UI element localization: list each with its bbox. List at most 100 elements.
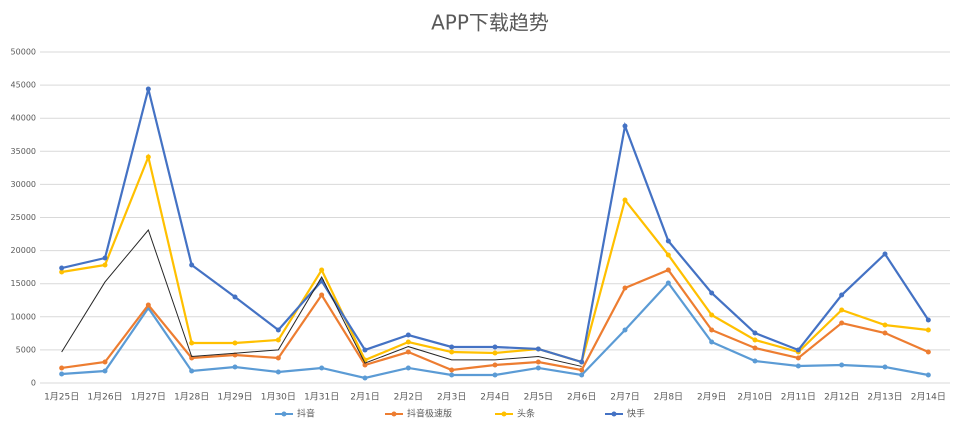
data-point bbox=[535, 359, 541, 365]
data-point bbox=[839, 320, 845, 326]
x-tick-label: 2月8日 bbox=[654, 392, 683, 403]
x-tick-label: 2月5日 bbox=[524, 392, 553, 403]
data-point bbox=[622, 327, 628, 333]
data-point bbox=[449, 349, 455, 355]
data-point bbox=[795, 355, 801, 361]
legend-marker bbox=[281, 411, 287, 417]
legend-marker bbox=[391, 411, 397, 417]
data-point bbox=[232, 340, 238, 346]
data-point bbox=[319, 267, 325, 273]
y-tick-label: 25000 bbox=[11, 213, 36, 222]
data-point bbox=[925, 317, 931, 323]
data-point bbox=[319, 365, 325, 371]
data-point bbox=[449, 367, 455, 373]
data-point bbox=[925, 372, 931, 378]
data-point bbox=[405, 365, 411, 371]
y-tick-label: 20000 bbox=[11, 246, 36, 255]
data-point bbox=[59, 371, 65, 377]
data-point bbox=[362, 375, 368, 381]
data-point bbox=[275, 337, 281, 343]
legend-marker bbox=[611, 411, 617, 417]
data-point bbox=[535, 365, 541, 371]
data-point bbox=[882, 330, 888, 336]
x-tick-label: 1月30日 bbox=[261, 392, 296, 403]
chart-title: APP下载趋势 bbox=[431, 11, 549, 35]
legend-marker bbox=[501, 411, 507, 417]
y-tick-label: 5000 bbox=[16, 345, 36, 354]
x-tick-label: 1月28日 bbox=[174, 392, 209, 403]
data-point bbox=[709, 327, 715, 333]
x-tick-label: 2月3日 bbox=[437, 392, 466, 403]
data-point bbox=[59, 265, 65, 271]
data-point bbox=[102, 359, 108, 365]
data-point bbox=[145, 154, 151, 160]
data-point bbox=[232, 294, 238, 300]
data-point bbox=[925, 327, 931, 333]
y-tick-label: 10000 bbox=[11, 312, 36, 321]
data-point bbox=[752, 337, 758, 343]
x-tick-label: 1月26日 bbox=[87, 392, 122, 403]
data-point bbox=[492, 372, 498, 378]
legend-label: 抖音 bbox=[297, 408, 315, 420]
data-point bbox=[59, 365, 65, 371]
data-point bbox=[275, 355, 281, 361]
data-point bbox=[882, 364, 888, 370]
x-tick-label: 2月13日 bbox=[867, 392, 902, 403]
series-line bbox=[61, 229, 582, 367]
legend-label: 抖音极速版 bbox=[407, 408, 452, 420]
x-tick-label: 2月9日 bbox=[697, 392, 726, 403]
data-point bbox=[319, 292, 325, 298]
data-point bbox=[622, 197, 628, 203]
x-tick-label: 2月1日 bbox=[350, 392, 379, 403]
data-point bbox=[145, 302, 151, 308]
data-point bbox=[882, 322, 888, 328]
data-point bbox=[189, 368, 195, 374]
x-tick-label: 1月29日 bbox=[217, 392, 252, 403]
data-point bbox=[665, 238, 671, 244]
data-point bbox=[882, 251, 888, 257]
data-point bbox=[709, 290, 715, 296]
y-tick-label: 50000 bbox=[11, 48, 36, 57]
data-point bbox=[59, 269, 65, 275]
data-point bbox=[752, 345, 758, 351]
x-tick-label: 2月6日 bbox=[567, 392, 596, 403]
data-point bbox=[535, 346, 541, 352]
data-point bbox=[579, 372, 585, 378]
data-point bbox=[665, 267, 671, 273]
data-point bbox=[492, 344, 498, 350]
data-point bbox=[665, 252, 671, 258]
x-tick-label: 2月14日 bbox=[911, 392, 946, 403]
x-tick-label: 2月10日 bbox=[737, 392, 772, 403]
y-tick-label: 35000 bbox=[11, 147, 36, 156]
data-point bbox=[102, 255, 108, 261]
data-point bbox=[752, 358, 758, 364]
data-point bbox=[795, 363, 801, 369]
legend-label: 头条 bbox=[517, 408, 535, 420]
data-point bbox=[189, 262, 195, 268]
data-point bbox=[492, 362, 498, 368]
data-point bbox=[622, 285, 628, 291]
y-tick-label: 30000 bbox=[11, 180, 36, 189]
data-point bbox=[275, 327, 281, 333]
x-tick-label: 1月31日 bbox=[304, 392, 339, 403]
data-point bbox=[145, 86, 151, 92]
data-point bbox=[275, 369, 281, 375]
data-point bbox=[579, 367, 585, 373]
x-tick-label: 1月27日 bbox=[131, 392, 166, 403]
data-point bbox=[405, 339, 411, 345]
y-tick-label: 15000 bbox=[11, 279, 36, 288]
data-point bbox=[795, 347, 801, 353]
y-tick-label: 45000 bbox=[11, 81, 36, 90]
data-point bbox=[752, 330, 758, 336]
x-tick-label: 2月4日 bbox=[480, 392, 509, 403]
data-point bbox=[492, 350, 498, 356]
x-tick-label: 2月11日 bbox=[781, 392, 816, 403]
data-point bbox=[405, 349, 411, 355]
data-point bbox=[622, 123, 628, 129]
data-point bbox=[839, 307, 845, 313]
data-point bbox=[189, 340, 195, 346]
data-point bbox=[449, 372, 455, 378]
data-point bbox=[579, 359, 585, 365]
data-point bbox=[405, 332, 411, 338]
data-point bbox=[362, 362, 368, 368]
